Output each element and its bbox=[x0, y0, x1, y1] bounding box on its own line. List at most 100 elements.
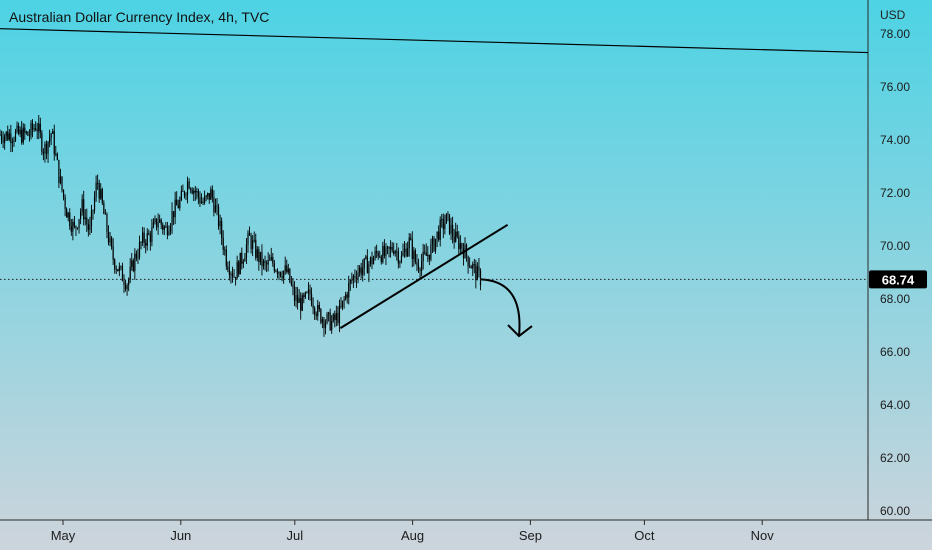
candle-body bbox=[452, 224, 454, 237]
candle-body bbox=[290, 282, 292, 285]
candle-body bbox=[126, 285, 128, 289]
candle-body bbox=[450, 224, 452, 234]
candle-body bbox=[0, 134, 3, 140]
candle-body bbox=[103, 203, 105, 215]
candle-body bbox=[76, 227, 79, 229]
candle-body bbox=[255, 239, 257, 258]
candle-body bbox=[157, 222, 159, 228]
candle-body bbox=[394, 251, 396, 254]
candle-body bbox=[433, 237, 435, 251]
candle-body bbox=[421, 261, 423, 271]
y-tick-label: 70.00 bbox=[880, 239, 910, 253]
candle-body bbox=[310, 294, 313, 305]
candle-body bbox=[441, 218, 443, 220]
candle-body bbox=[137, 257, 139, 259]
candle-body bbox=[297, 295, 299, 303]
candle-body bbox=[44, 143, 46, 154]
candle-body bbox=[312, 304, 314, 309]
candle-body bbox=[320, 309, 322, 323]
candle-body bbox=[416, 262, 418, 266]
candle-body bbox=[199, 197, 201, 204]
down-arrow-curve[interactable] bbox=[480, 278, 521, 337]
candle-body bbox=[323, 319, 325, 329]
resistance-line[interactable] bbox=[0, 28, 869, 54]
candle-body bbox=[413, 250, 415, 260]
candle-body bbox=[338, 305, 341, 324]
y-tick-label: 76.00 bbox=[880, 80, 910, 94]
x-axis-ticks: May Jun Jul Aug Sep Oct Nov bbox=[51, 520, 775, 543]
candle-body bbox=[219, 220, 221, 227]
y-tick-label: 68.00 bbox=[880, 292, 910, 306]
x-tick-label: Aug bbox=[401, 528, 424, 543]
candle-body bbox=[400, 255, 403, 262]
candle-body bbox=[318, 304, 320, 310]
candle-body bbox=[385, 247, 387, 256]
candle-body bbox=[472, 264, 474, 269]
candle-body bbox=[222, 237, 224, 250]
candle-body bbox=[335, 313, 337, 320]
candle-body bbox=[360, 267, 362, 275]
x-tick-label: Sep bbox=[519, 528, 542, 543]
candle-body bbox=[317, 304, 319, 316]
candle-body bbox=[287, 268, 289, 273]
candle-body bbox=[121, 266, 124, 282]
candle-body bbox=[242, 261, 244, 264]
candle-body bbox=[476, 266, 478, 281]
candle-body bbox=[352, 275, 354, 281]
candle-body bbox=[228, 269, 230, 275]
candle-body bbox=[169, 225, 172, 232]
candle-body bbox=[162, 224, 164, 230]
candle-body bbox=[286, 265, 288, 273]
candle-body bbox=[35, 128, 37, 131]
candle-body bbox=[365, 256, 367, 259]
candle-body bbox=[380, 256, 382, 263]
candle-body bbox=[176, 199, 178, 206]
candle-body bbox=[321, 319, 323, 323]
candle-body bbox=[447, 213, 449, 215]
candle-body bbox=[417, 265, 420, 270]
candle-body bbox=[214, 205, 217, 213]
candle-body bbox=[388, 246, 390, 250]
candle-body bbox=[50, 133, 52, 138]
y-tick-label: 64.00 bbox=[880, 398, 910, 412]
candle-body bbox=[239, 252, 241, 275]
candle-body bbox=[190, 188, 192, 191]
candle-body bbox=[405, 248, 407, 257]
candle-body bbox=[128, 279, 130, 286]
candle-body bbox=[98, 183, 100, 199]
candle-body bbox=[424, 251, 426, 253]
candle-body bbox=[160, 219, 162, 225]
candle-body bbox=[309, 289, 311, 295]
candle-body bbox=[248, 233, 251, 236]
candle-body bbox=[469, 266, 471, 267]
candle-body bbox=[396, 251, 398, 253]
y-tick-label: 74.00 bbox=[880, 133, 910, 147]
candle-body bbox=[295, 295, 297, 301]
candle-body bbox=[191, 190, 193, 194]
candle-body bbox=[448, 214, 451, 234]
x-tick-label: May bbox=[51, 528, 76, 543]
candle-body bbox=[307, 289, 310, 293]
candle-body bbox=[142, 232, 144, 243]
x-tick-label: Nov bbox=[751, 528, 775, 543]
candle-body bbox=[293, 287, 296, 301]
candle-body bbox=[75, 226, 77, 228]
y-tick-label: 60.00 bbox=[880, 504, 910, 518]
candle-body bbox=[340, 305, 342, 308]
candle-body bbox=[87, 223, 89, 230]
candle-body bbox=[284, 265, 286, 272]
candle-body bbox=[354, 275, 356, 278]
candle-body bbox=[4, 136, 6, 143]
candle-body bbox=[283, 271, 285, 279]
x-tick-label: Jun bbox=[170, 528, 191, 543]
candle-body bbox=[357, 272, 359, 280]
support-trendline[interactable] bbox=[339, 223, 509, 330]
candle-body bbox=[84, 217, 86, 220]
candle-body bbox=[22, 127, 24, 143]
candle-body bbox=[120, 266, 122, 268]
candle-body bbox=[245, 244, 248, 258]
candle-body bbox=[247, 233, 249, 245]
candle-body bbox=[410, 237, 412, 240]
candle-body bbox=[397, 251, 399, 264]
